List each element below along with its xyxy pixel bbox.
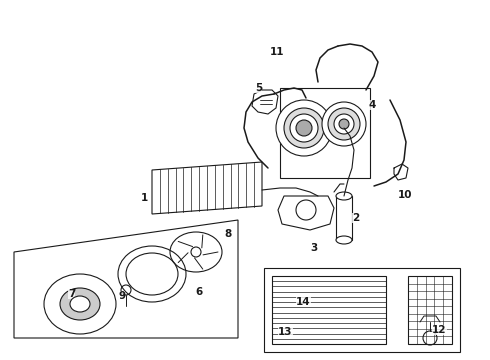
Text: 10: 10 <box>398 190 413 200</box>
Bar <box>408 276 452 344</box>
Text: 9: 9 <box>118 291 125 301</box>
Circle shape <box>284 108 324 148</box>
Polygon shape <box>278 196 334 230</box>
Polygon shape <box>252 90 278 114</box>
Bar <box>272 276 386 344</box>
Text: 4: 4 <box>368 100 375 110</box>
Polygon shape <box>14 220 238 338</box>
Ellipse shape <box>60 288 100 320</box>
Text: 5: 5 <box>255 83 262 93</box>
Ellipse shape <box>70 296 90 312</box>
Ellipse shape <box>336 236 352 244</box>
Text: 3: 3 <box>310 243 317 253</box>
Circle shape <box>276 100 332 156</box>
Circle shape <box>339 119 349 129</box>
Ellipse shape <box>44 274 116 334</box>
Text: 7: 7 <box>68 289 75 299</box>
Circle shape <box>334 114 354 134</box>
Circle shape <box>328 108 360 140</box>
Text: 11: 11 <box>270 47 285 57</box>
Text: 6: 6 <box>195 287 202 297</box>
Text: 12: 12 <box>432 325 446 335</box>
Circle shape <box>322 102 366 146</box>
Polygon shape <box>264 268 460 352</box>
Text: 8: 8 <box>224 229 231 239</box>
Circle shape <box>191 247 201 257</box>
Text: 13: 13 <box>278 327 293 337</box>
Circle shape <box>296 120 312 136</box>
Text: 1: 1 <box>141 193 148 203</box>
Text: 14: 14 <box>296 297 311 307</box>
Circle shape <box>290 114 318 142</box>
Text: 2: 2 <box>352 213 359 223</box>
Ellipse shape <box>336 192 352 200</box>
Polygon shape <box>152 162 262 214</box>
Polygon shape <box>280 88 370 178</box>
Bar <box>336 196 352 240</box>
